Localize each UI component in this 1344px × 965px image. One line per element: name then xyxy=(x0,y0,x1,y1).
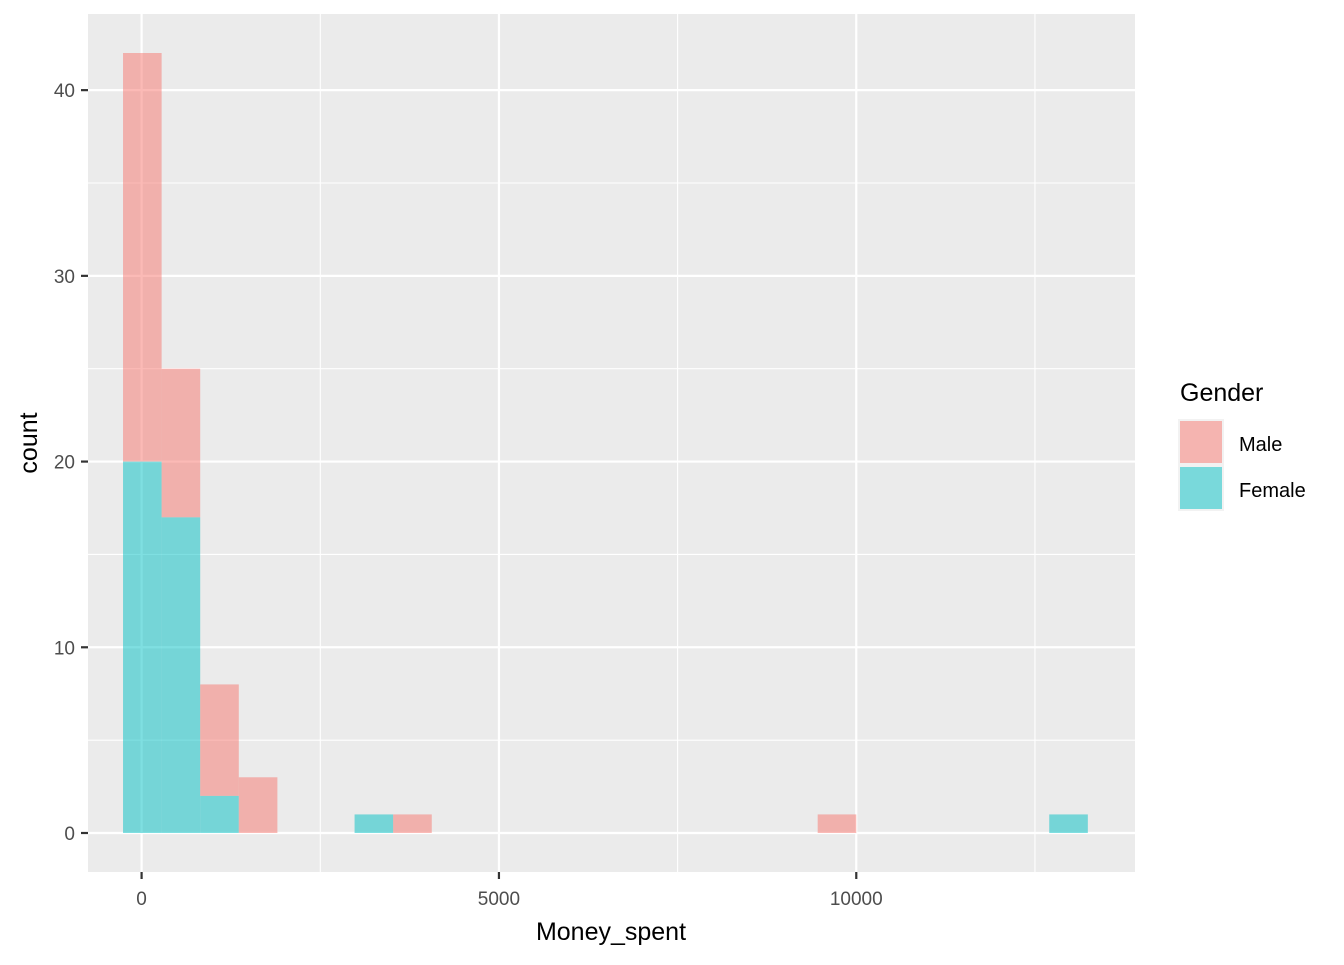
x-tick-label: 0 xyxy=(136,889,147,910)
bar-female xyxy=(354,814,394,833)
y-tick-label: 0 xyxy=(64,824,75,845)
legend: Gender Male Female xyxy=(1178,379,1306,511)
minor-gridlines xyxy=(88,14,1135,872)
y-tick-label: 30 xyxy=(54,267,75,288)
bar-male xyxy=(238,777,278,833)
y-tick-label: 40 xyxy=(54,81,75,102)
bar-male xyxy=(817,814,857,833)
legend-label-female: Female xyxy=(1239,480,1306,502)
x-tick-label: 5000 xyxy=(478,889,520,910)
plot-panel xyxy=(88,14,1135,872)
bar-female xyxy=(123,461,162,833)
legend-title: Gender xyxy=(1180,379,1263,407)
legend-label-male: Male xyxy=(1239,434,1282,456)
y-tick-label: 20 xyxy=(54,453,75,474)
y-axis-title: count xyxy=(15,412,43,473)
bar-male xyxy=(161,368,201,518)
y-tick-label: 10 xyxy=(54,638,75,659)
bar-female xyxy=(161,517,201,833)
bar-male xyxy=(123,53,162,462)
bar-male xyxy=(393,814,432,833)
female-bars xyxy=(123,461,1088,833)
legend-swatch-male xyxy=(1180,421,1222,463)
x-tick-label: 10000 xyxy=(830,889,883,910)
y-axis: 0 10 20 30 40 xyxy=(54,81,88,845)
legend-swatch-female xyxy=(1180,467,1222,509)
x-axis-title: Money_spent xyxy=(536,918,686,946)
bar-male xyxy=(200,684,239,796)
male-bars xyxy=(123,53,857,833)
bar-female xyxy=(200,795,239,833)
bar-female xyxy=(1049,814,1088,833)
x-axis: 0 5000 10000 xyxy=(136,872,883,910)
